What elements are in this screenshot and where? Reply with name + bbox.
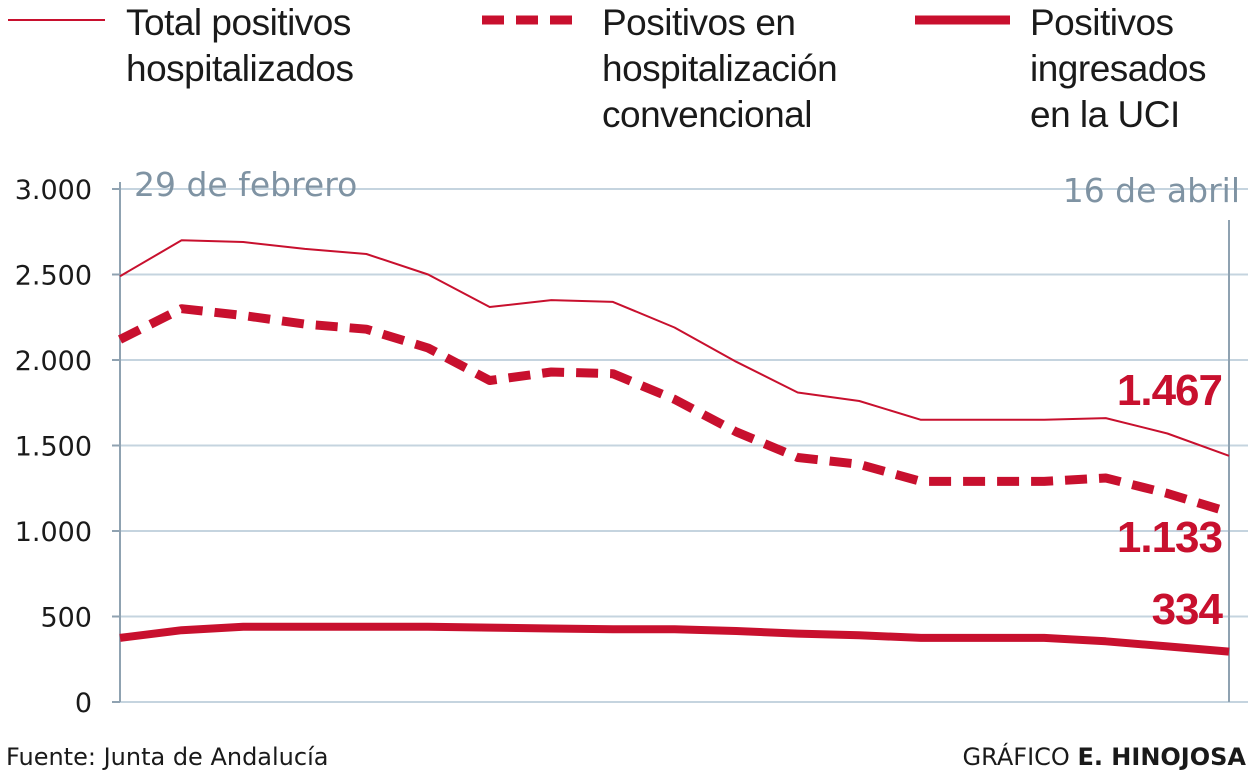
legend-label-convencional-line-1: Positivos en — [602, 2, 796, 43]
legend-label-convencional-line-2: hospitalización — [602, 48, 837, 89]
y-tick-label-2500: 2.500 — [15, 261, 92, 292]
legend-item-uci: Positivos ingresados en la UCI — [915, 2, 1207, 135]
y-tick-label-0: 0 — [75, 688, 92, 719]
y-tick-label-2000: 2.000 — [15, 346, 92, 377]
y-axis-ticks: 0 500 1.000 1.500 2.000 2.500 3.000 — [15, 175, 120, 719]
end-label-total: 1.467 — [1117, 366, 1222, 415]
legend-label-total-line-1: Total positivos — [126, 2, 351, 43]
series-line-convencional — [117, 304, 1231, 517]
legend: Total positivos hospitalizados Positivos… — [8, 2, 1207, 135]
series-line-uci — [119, 622, 1230, 656]
credit-space — [1070, 743, 1078, 770]
end-label-uci: 334 — [1152, 585, 1224, 634]
end-label-convencional: 1.133 — [1117, 513, 1222, 562]
grid — [120, 188, 1248, 703]
legend-label-convencional-line-3: convencional — [602, 94, 812, 135]
legend-label-total-line-2: hospitalizados — [126, 48, 353, 89]
end-date-label: 16 de abril — [1063, 171, 1240, 210]
credit: GRÁFICO E. HINOJOSA — [963, 742, 1247, 770]
y-tick-label-1500: 1.500 — [15, 432, 92, 463]
legend-item-convencional: Positivos en hospitalización convenciona… — [482, 2, 838, 135]
legend-label-uci-line-3: en la UCI — [1030, 94, 1180, 135]
credit-prefix: GRÁFICO — [963, 742, 1070, 770]
source-note: Fuente: Junta de Andalucía — [6, 743, 328, 770]
series-line-total — [119, 239, 1230, 457]
legend-label-uci-line-1: Positivos — [1030, 2, 1174, 43]
legend-label-uci-line-2: ingresados — [1030, 48, 1206, 89]
y-tick-label-3000: 3.000 — [15, 175, 92, 206]
credit-name: E. HINOJOSA — [1077, 743, 1246, 770]
legend-item-total: Total positivos hospitalizados — [8, 2, 354, 89]
y-tick-label-1000: 1.000 — [15, 517, 92, 548]
y-tick-label-500: 500 — [40, 603, 92, 634]
series — [117, 239, 1231, 656]
start-date-label: 29 de febrero — [134, 165, 357, 204]
